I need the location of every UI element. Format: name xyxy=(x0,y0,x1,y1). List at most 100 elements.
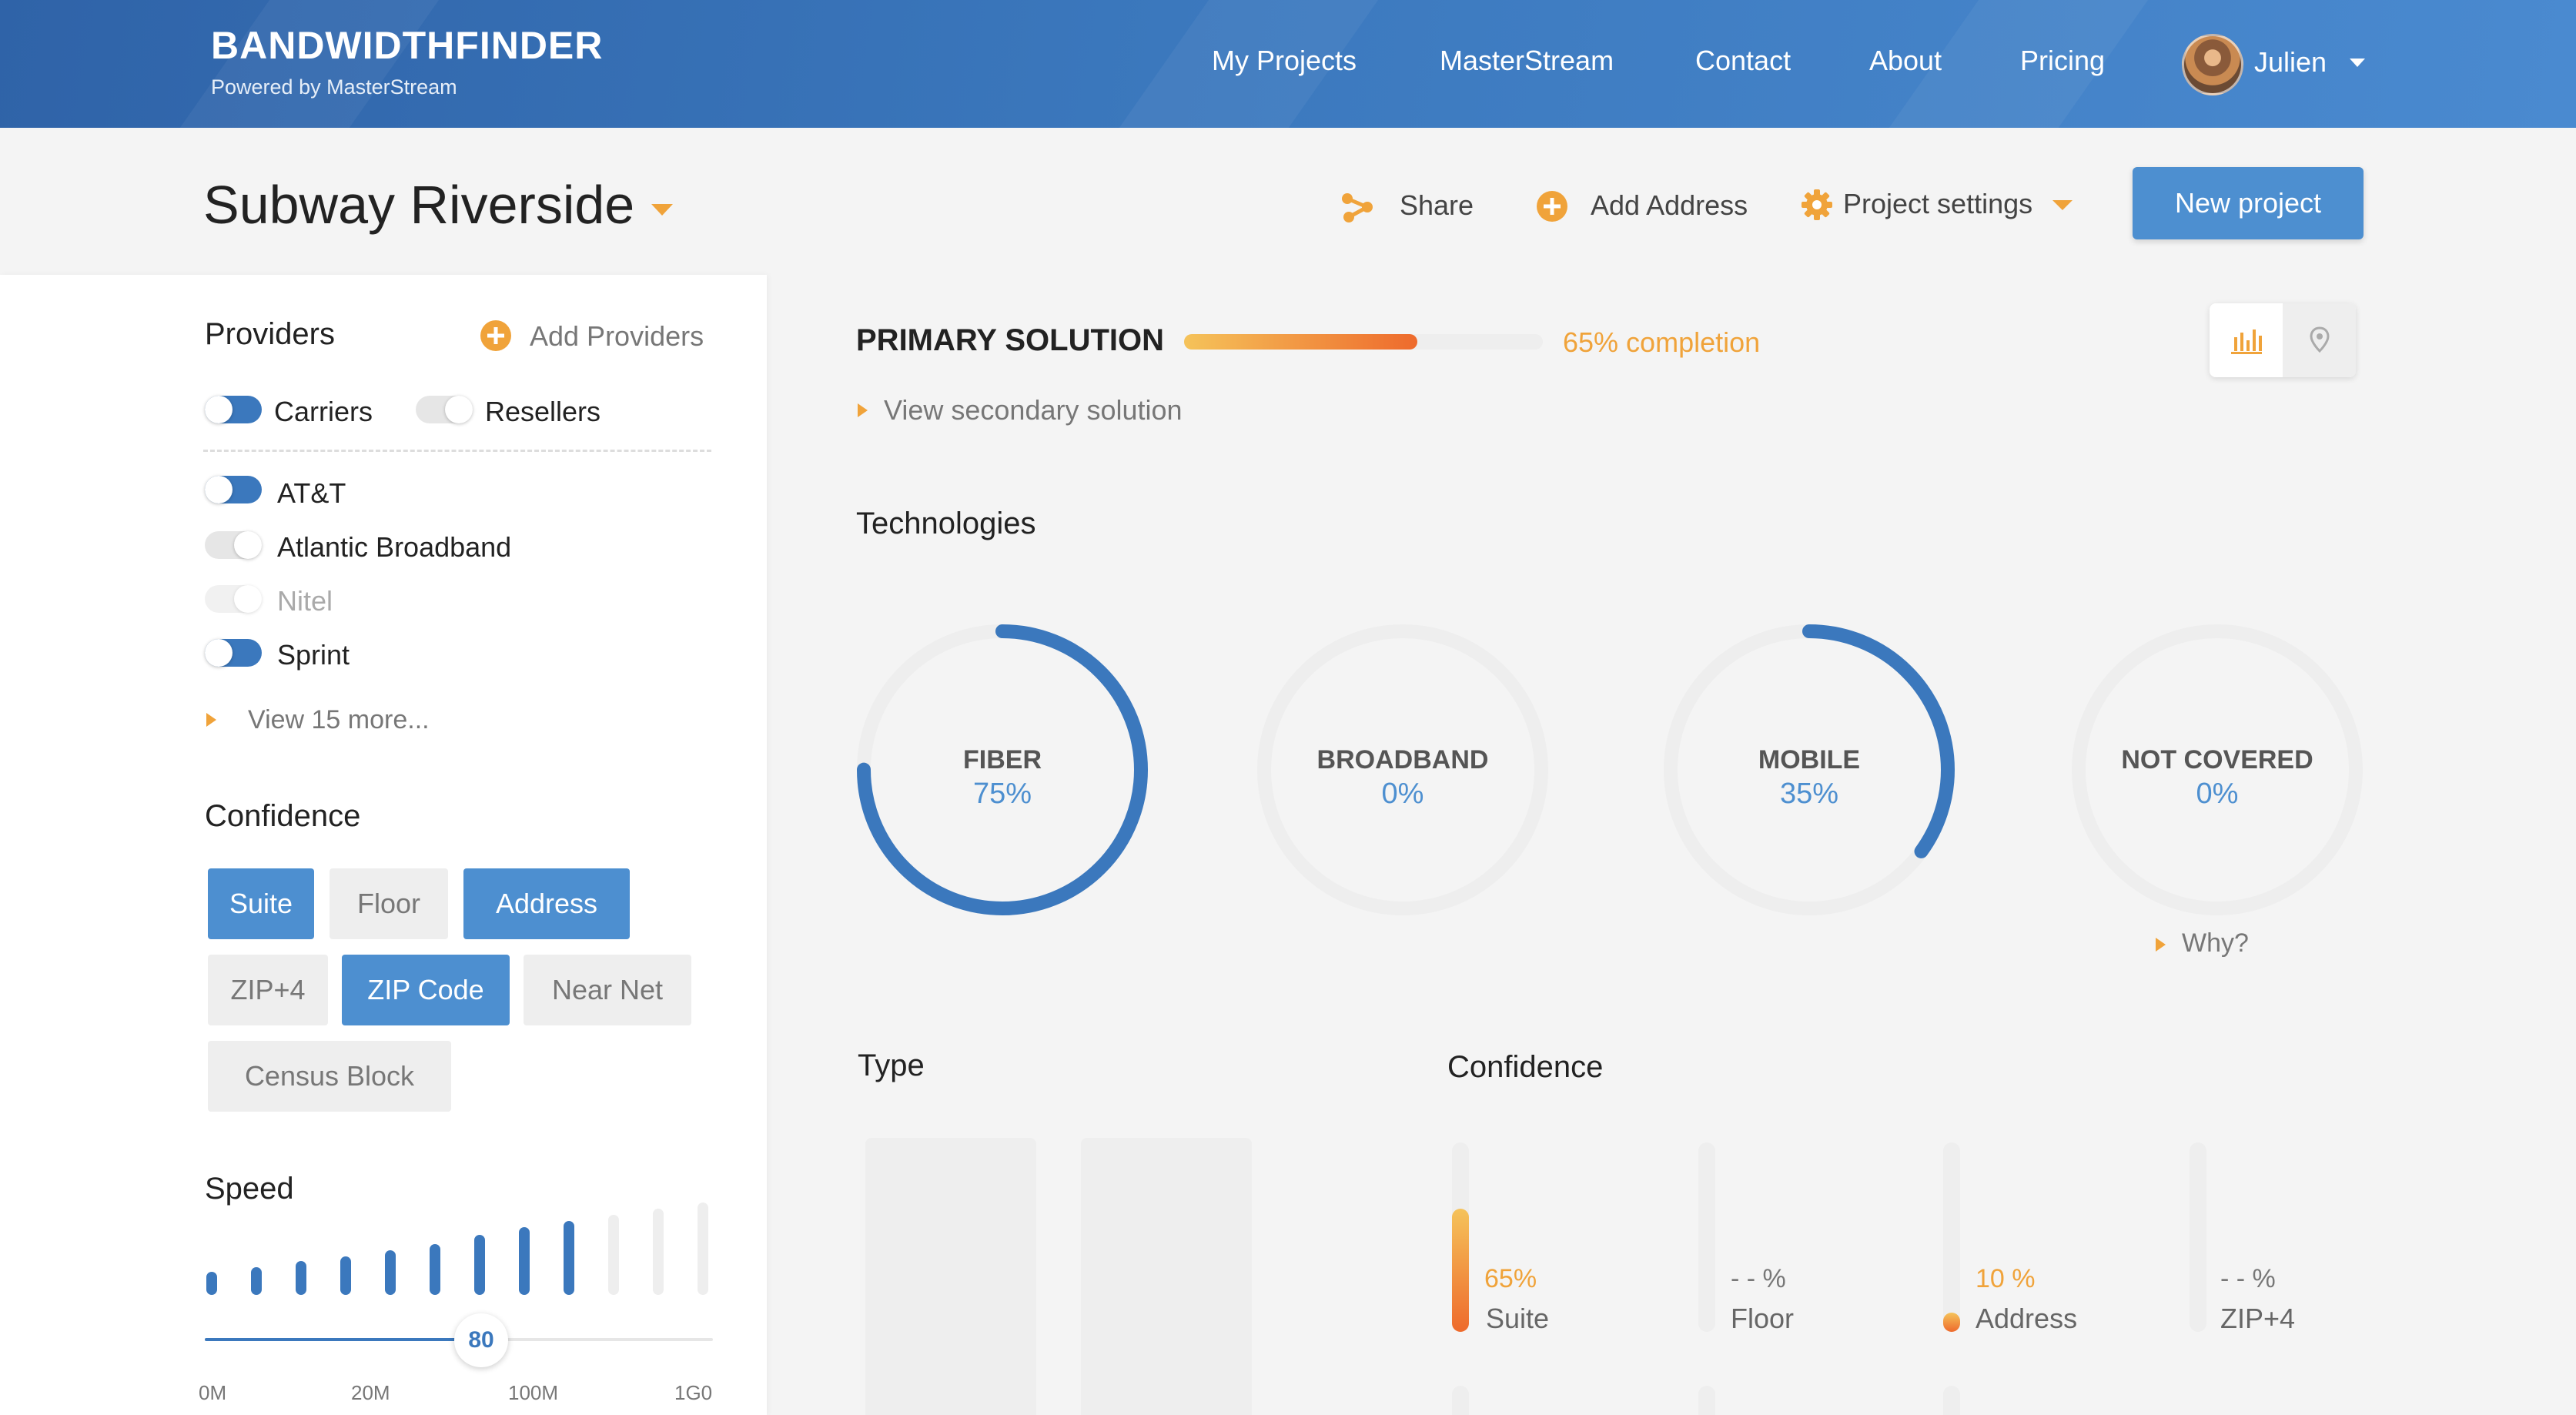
confidence-chip-zip4[interactable]: ZIP+4 xyxy=(208,955,328,1025)
add-providers-icon[interactable] xyxy=(479,319,513,353)
speed-bar xyxy=(206,1272,217,1295)
primary-solution-title: PRIMARY SOLUTION xyxy=(856,323,1165,357)
type-title: Type xyxy=(858,1049,925,1082)
settings-caret-icon[interactable] xyxy=(2052,200,2073,210)
add-providers-button[interactable]: Add Providers xyxy=(530,320,704,352)
view-secondary-arrow-icon xyxy=(858,403,868,417)
project-settings-button[interactable]: Project settings xyxy=(1843,188,2033,219)
project-dropdown-caret-icon[interactable] xyxy=(651,204,673,216)
divider xyxy=(203,450,711,452)
confidence-label-suite: Suite xyxy=(1486,1303,1550,1334)
completion-progress-bar xyxy=(1184,334,1543,350)
technology-percent: 0% xyxy=(2196,778,2239,810)
confidence-bar-track xyxy=(1943,1386,1960,1415)
sidebar xyxy=(0,275,767,1415)
avatar[interactable] xyxy=(2182,34,2243,95)
provider-label-atlantic-broadband: Atlantic Broadband xyxy=(277,531,512,563)
speed-tick-label: 0M xyxy=(199,1381,227,1404)
speed-bar xyxy=(340,1256,351,1295)
technology-name: FIBER xyxy=(963,745,1042,774)
speed-bar xyxy=(653,1209,664,1295)
why-link[interactable]: Why? xyxy=(2182,928,2249,958)
speed-title: Speed xyxy=(205,1172,294,1206)
confidence-percent-address: 10 % xyxy=(1975,1264,2036,1293)
carriers-label: Carriers xyxy=(274,396,373,427)
technology-ring-broadband: BROADBAND 0% xyxy=(1249,616,1557,924)
confidence-chip-census-block[interactable]: Census Block xyxy=(208,1041,451,1112)
chart-view-button[interactable] xyxy=(2210,303,2283,377)
bar-chart-icon xyxy=(2230,329,2262,354)
confidence-bar-track xyxy=(1452,1142,1469,1332)
speed-bar xyxy=(385,1250,396,1295)
add-address-button[interactable]: Add Address xyxy=(1591,189,1748,221)
nav-about[interactable]: About xyxy=(1869,45,1942,76)
nav-pricing[interactable]: Pricing xyxy=(2020,45,2106,76)
confidence-percent-floor: - - % xyxy=(1731,1264,1786,1293)
completion-text: 65% completion xyxy=(1563,326,1761,358)
nav-my-projects[interactable]: My Projects xyxy=(1212,45,1357,76)
confidence-chip-suite[interactable]: Suite xyxy=(208,868,314,939)
confidence-percent-zip4: - - % xyxy=(2220,1264,2276,1293)
technology-ring-arc xyxy=(1664,624,1955,915)
speed-bar xyxy=(564,1221,574,1295)
confidence-breakdown-title: Confidence xyxy=(1447,1050,1604,1084)
technology-name: BROADBAND xyxy=(1316,745,1489,774)
speed-bar xyxy=(698,1203,708,1295)
confidence-filter-title: Confidence xyxy=(205,799,361,833)
technology-percent: 35% xyxy=(1779,778,1839,810)
speed-tick-label: 1G0 xyxy=(674,1381,713,1404)
share-icon[interactable] xyxy=(1340,189,1375,225)
brand-logo[interactable]: BANDWIDTHFINDER xyxy=(211,24,604,67)
technology-ring-arc xyxy=(857,624,1148,915)
user-menu-caret-icon[interactable] xyxy=(2350,59,2365,67)
nav-contact[interactable]: Contact xyxy=(1695,45,1791,76)
view-more-providers-link[interactable]: View 15 more... xyxy=(248,705,430,734)
view-secondary-solution-link[interactable]: View secondary solution xyxy=(884,394,1183,426)
type-bar xyxy=(1081,1138,1252,1415)
confidence-bar-track xyxy=(1452,1386,1469,1415)
resellers-toggle[interactable] xyxy=(416,396,473,423)
speed-bar xyxy=(474,1235,485,1295)
technology-percent: 0% xyxy=(1381,778,1424,810)
confidence-bar-track xyxy=(1698,1386,1715,1415)
technology-ring-fiber: FIBER 75% xyxy=(848,616,1156,924)
provider-toggle-att[interactable] xyxy=(205,476,262,503)
confidence-bar-track xyxy=(2190,1142,2206,1332)
confidence-chip-floor[interactable]: Floor xyxy=(330,868,448,939)
speed-slider-handle[interactable]: 80 xyxy=(454,1313,508,1367)
speed-bar xyxy=(296,1261,306,1295)
provider-toggle-atlantic-broadband[interactable] xyxy=(205,531,262,559)
share-button[interactable]: Share xyxy=(1400,189,1474,221)
confidence-bar-track xyxy=(1943,1142,1960,1332)
confidence-chip-address[interactable]: Address xyxy=(463,868,630,939)
project-title[interactable]: Subway Riverside xyxy=(203,175,635,235)
speed-histogram xyxy=(205,1198,713,1295)
gear-icon[interactable] xyxy=(1800,188,1834,222)
confidence-bar-fill xyxy=(1943,1313,1960,1332)
providers-title: Providers xyxy=(205,317,335,351)
view-mode-toggle xyxy=(2210,303,2356,377)
top-header xyxy=(0,0,2576,128)
confidence-label-zip4: ZIP+4 xyxy=(2220,1303,2296,1334)
provider-label-att: AT&T xyxy=(277,477,346,509)
speed-bar xyxy=(608,1215,619,1295)
nav-masterstream[interactable]: MasterStream xyxy=(1440,45,1614,76)
technology-name: MOBILE xyxy=(1758,745,1861,774)
technology-percent: 75% xyxy=(972,778,1032,810)
add-address-icon[interactable] xyxy=(1535,189,1569,223)
type-bar xyxy=(865,1138,1036,1415)
new-project-button[interactable]: New project xyxy=(2133,167,2364,239)
map-pin-icon xyxy=(2309,326,2330,353)
confidence-chip-near-net[interactable]: Near Net xyxy=(524,955,691,1025)
map-view-button[interactable] xyxy=(2283,303,2356,377)
brand-subtitle: Powered by MasterStream xyxy=(211,75,457,99)
technology-ring-not-covered: NOT COVERED 0% xyxy=(2063,616,2371,924)
view-more-arrow-icon xyxy=(206,713,216,727)
technology-name: NOT COVERED xyxy=(2121,745,2313,774)
user-name[interactable]: Julien xyxy=(2254,46,2327,78)
confidence-chip-zip-code[interactable]: ZIP Code xyxy=(342,955,510,1025)
confidence-bar-track xyxy=(1698,1142,1715,1332)
speed-tick-label: 100M xyxy=(508,1381,559,1404)
carriers-toggle[interactable] xyxy=(205,396,262,423)
provider-toggle-sprint[interactable] xyxy=(205,639,262,667)
